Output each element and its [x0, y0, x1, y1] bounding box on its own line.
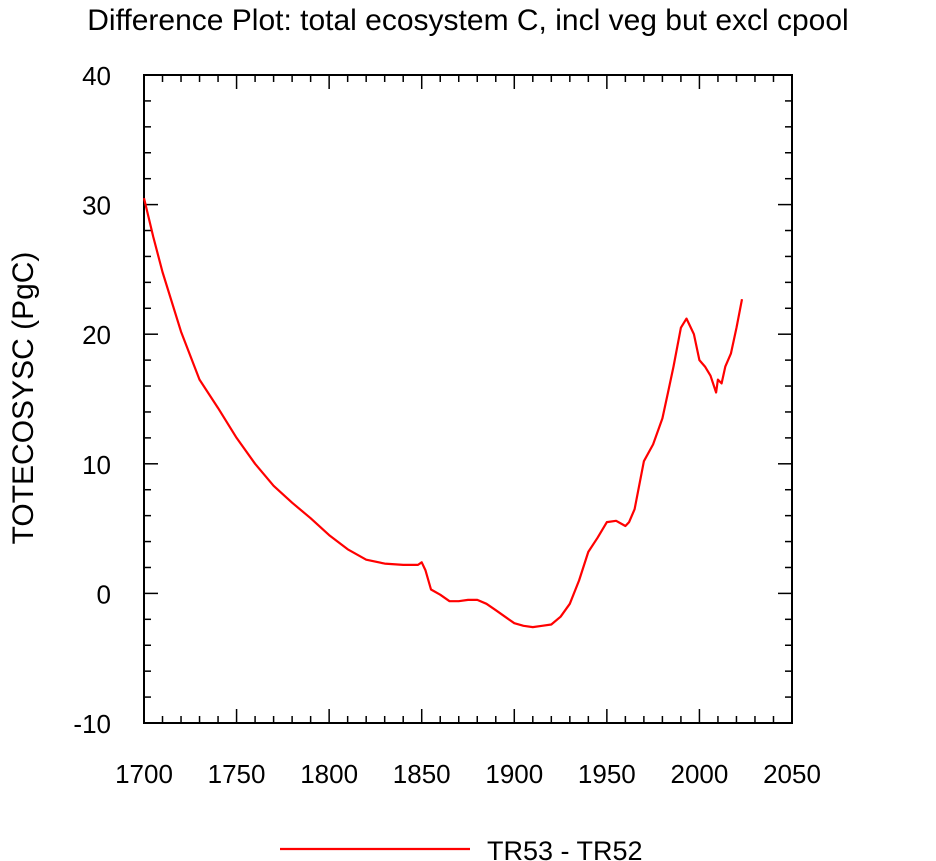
x-tick-label: 1700: [115, 759, 173, 789]
y-tick-label: -10: [73, 709, 111, 739]
y-tick-label: 0: [97, 579, 111, 609]
x-tick-label: 1800: [300, 759, 358, 789]
x-tick-label: 2000: [671, 759, 729, 789]
x-tick-label: 1900: [485, 759, 543, 789]
y-tick-label: 40: [82, 61, 111, 91]
x-tick-label: 1950: [578, 759, 636, 789]
chart-title: Difference Plot: total ecosystem C, incl…: [87, 4, 848, 37]
y-tick-labels: -10 0 10 20 30 40: [73, 61, 111, 739]
x-tick-label: 1750: [208, 759, 266, 789]
y-tick-label: 20: [82, 320, 111, 350]
plot-frame: [143, 74, 793, 724]
x-tick-labels: 1700 1750 1800 1850 1900 1950 2000 2050: [115, 759, 821, 789]
legend-label: TR53 - TR52: [487, 836, 643, 861]
y-tick-label: 10: [82, 450, 111, 480]
series-line-tr53-tr52: [142, 197, 744, 629]
axis-ticks: [143, 74, 793, 724]
y-axis-label: TOTECOSYSC (PgC): [7, 252, 40, 545]
y-tick-label: 30: [82, 191, 111, 221]
x-tick-label: 1850: [393, 759, 451, 789]
x-tick-label: 2050: [763, 759, 821, 789]
